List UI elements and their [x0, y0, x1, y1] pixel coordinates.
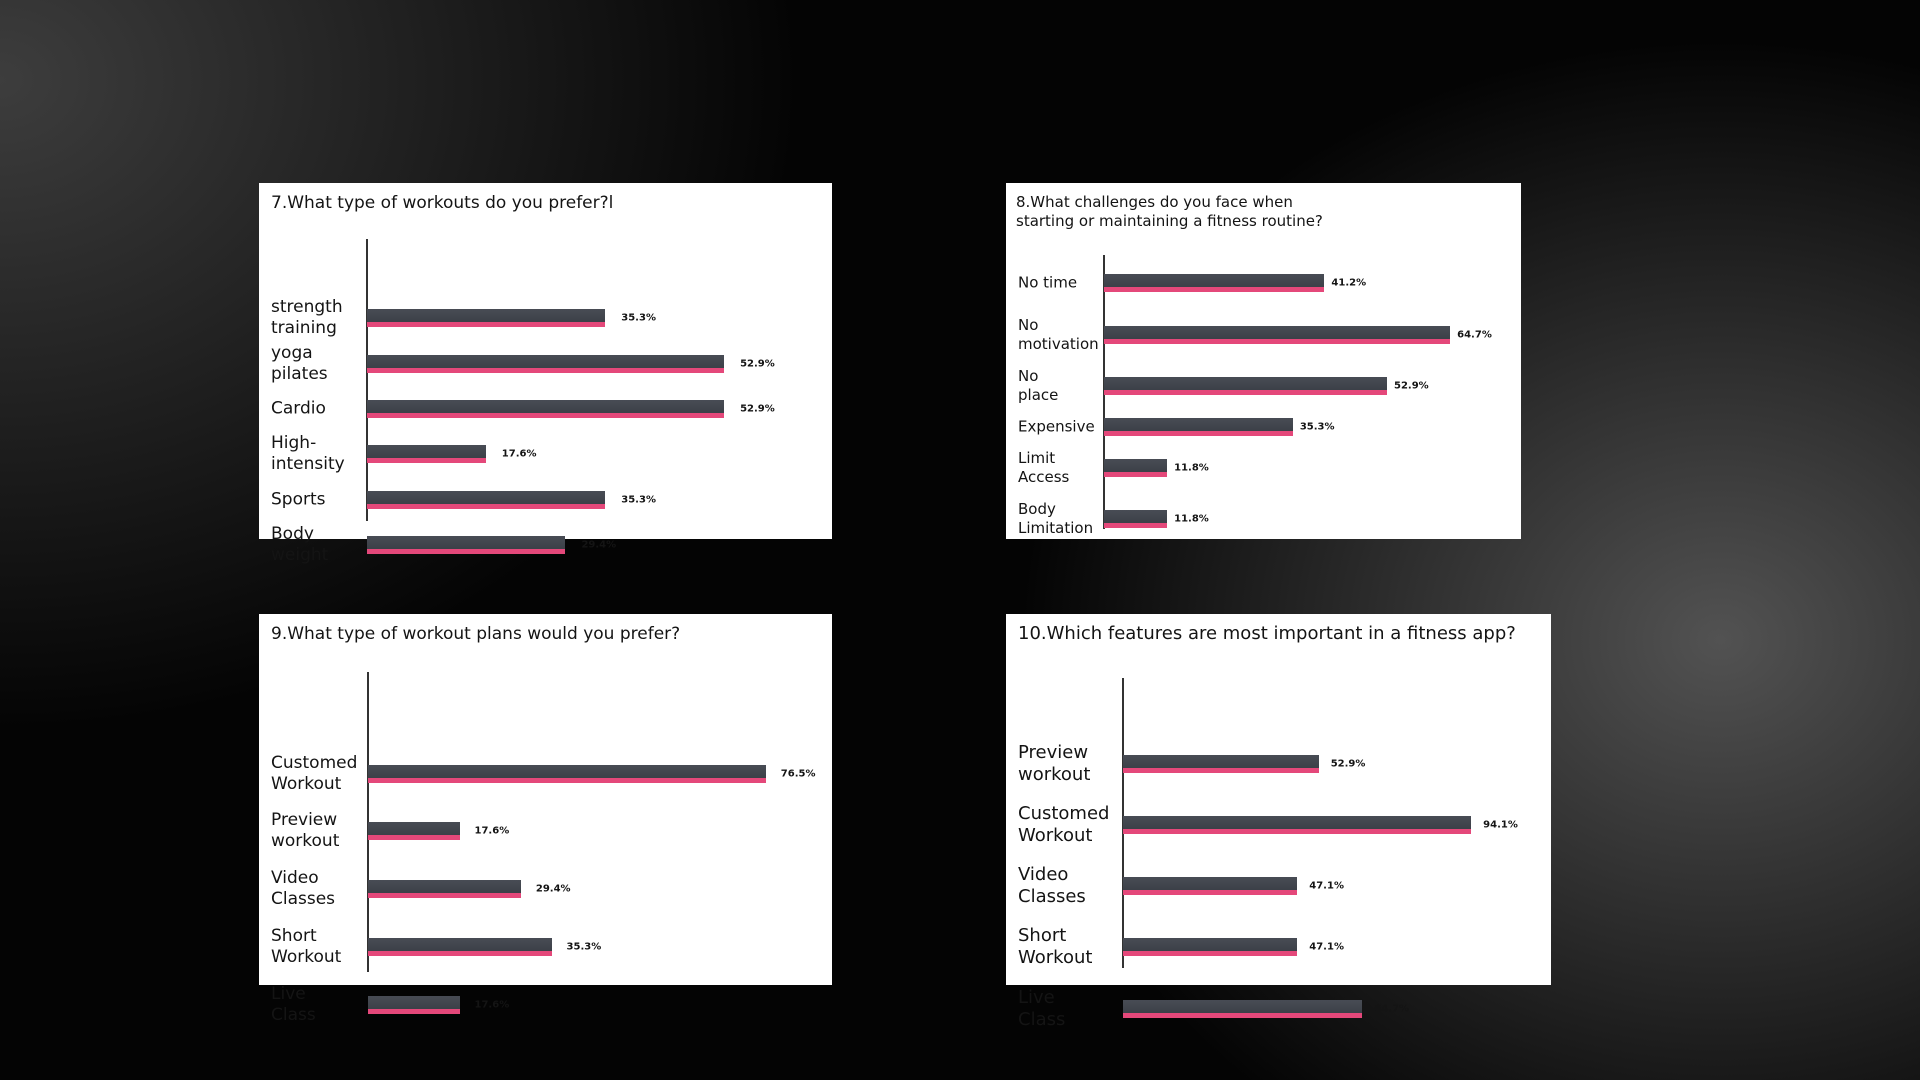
chart-title: 7.What type of workouts do you prefer?l: [271, 193, 614, 213]
y-axis-line: [366, 239, 368, 521]
value-label: 52.9%: [1330, 758, 1366, 770]
bar: [368, 880, 521, 898]
bar: [1104, 459, 1168, 477]
value-label: 52.9%: [740, 403, 775, 415]
value-label: 11.8%: [1174, 513, 1209, 525]
bar: [367, 400, 725, 418]
value-label: 11.8%: [1174, 462, 1209, 474]
value-label: 35.3%: [621, 494, 656, 506]
value-label: 17.6%: [474, 825, 510, 837]
bar: [1104, 274, 1325, 292]
bar: [367, 355, 725, 373]
category-label: Body weight: [271, 524, 329, 565]
chart-card-fitness-challenges: 8.What challenges do you face when start…: [1006, 183, 1521, 539]
chart-plot: strength training 35.3% yoga pilates 52.9% C…: [259, 239, 832, 565]
value-label: 47.1%: [1309, 880, 1344, 892]
bar: [367, 309, 606, 327]
value-label: 35.3%: [621, 312, 656, 324]
bar: [1104, 510, 1168, 528]
value-label: 41.2%: [1331, 277, 1367, 289]
category-label: Preview workout: [1018, 742, 1091, 785]
bar: [368, 938, 552, 956]
bar: [367, 536, 566, 554]
y-axis-line: [1103, 255, 1105, 529]
bar: [1123, 877, 1298, 895]
category-label: High- intensity: [271, 433, 345, 474]
value-label: 76.5%: [780, 768, 816, 780]
category-label: Expensive: [1018, 417, 1095, 436]
category-label: Cardio: [271, 398, 326, 419]
category-label: No motivation: [1018, 316, 1099, 353]
bar: [1104, 326, 1451, 344]
category-label: Body Limitation: [1018, 500, 1094, 537]
bar: [368, 996, 460, 1014]
chart-title: 8.What challenges do you face when start…: [1016, 193, 1323, 230]
bar: [1104, 377, 1387, 395]
bar: [1104, 418, 1293, 436]
category-label: Video Classes: [1018, 864, 1086, 907]
value-label: 35.3%: [1299, 421, 1335, 433]
category-label: yoga pilates: [271, 343, 328, 384]
value-label: 64.7%: [1457, 329, 1492, 341]
bar: [368, 765, 766, 783]
category-label: Short Workout: [271, 926, 342, 967]
bar: [1123, 816, 1472, 834]
category-label: Live Class: [1018, 987, 1066, 1030]
chart-card-workout-plans: 9.What type of workout plans would you p…: [259, 614, 832, 1025]
value-label: 52.9%: [1394, 380, 1429, 392]
bar: [367, 491, 606, 509]
category-label: No place: [1018, 367, 1059, 404]
value-label: 17.6%: [474, 999, 510, 1011]
bar: [367, 445, 486, 463]
value-label: 29.4%: [535, 883, 571, 895]
category-label: Limit Access: [1018, 449, 1070, 486]
chart-title: 9.What type of workout plans would you p…: [271, 624, 681, 644]
chart-title: 10.Which features are most important in …: [1018, 623, 1516, 644]
category-label: Customed Workout: [271, 753, 358, 794]
chart-plot: Customed Workout 76.5% Preview workout 17.6…: [259, 672, 832, 1025]
chart-card-app-features: 10.Which features are most important in …: [1006, 614, 1551, 1030]
value-label: 47.1%: [1309, 941, 1344, 953]
value-label: 17.6%: [501, 448, 537, 460]
chart-card-workout-types: 7.What type of workouts do you prefer?l …: [259, 183, 832, 565]
y-axis-line: [1122, 678, 1124, 968]
bar: [1123, 938, 1298, 956]
value-label: 29.4%: [581, 539, 617, 551]
bar: [1123, 755, 1319, 773]
category-label: Sports: [271, 489, 326, 510]
chart-plot: No time 41.2% No motivation 64.7% No place 52…: [1006, 255, 1521, 537]
value-label: 94.1%: [1483, 819, 1518, 831]
chart-plot: Preview workout 52.9% Customed Workout 94.1…: [1006, 678, 1551, 1030]
value-label: 35.3%: [566, 941, 602, 953]
bar: [368, 822, 460, 840]
category-label: Customed Workout: [1018, 803, 1110, 846]
y-axis-line: [367, 672, 369, 972]
value-label: 64.7%: [1374, 1003, 1410, 1015]
category-label: Video Classes: [271, 868, 336, 909]
category-label: Preview workout: [271, 810, 340, 851]
category-label: No time: [1018, 273, 1078, 292]
value-label: 52.9%: [740, 358, 775, 370]
category-label: Live Class: [271, 984, 316, 1025]
category-label: Short Workout: [1018, 925, 1093, 968]
bar: [1123, 1000, 1363, 1018]
category-label: strength training: [271, 297, 343, 338]
